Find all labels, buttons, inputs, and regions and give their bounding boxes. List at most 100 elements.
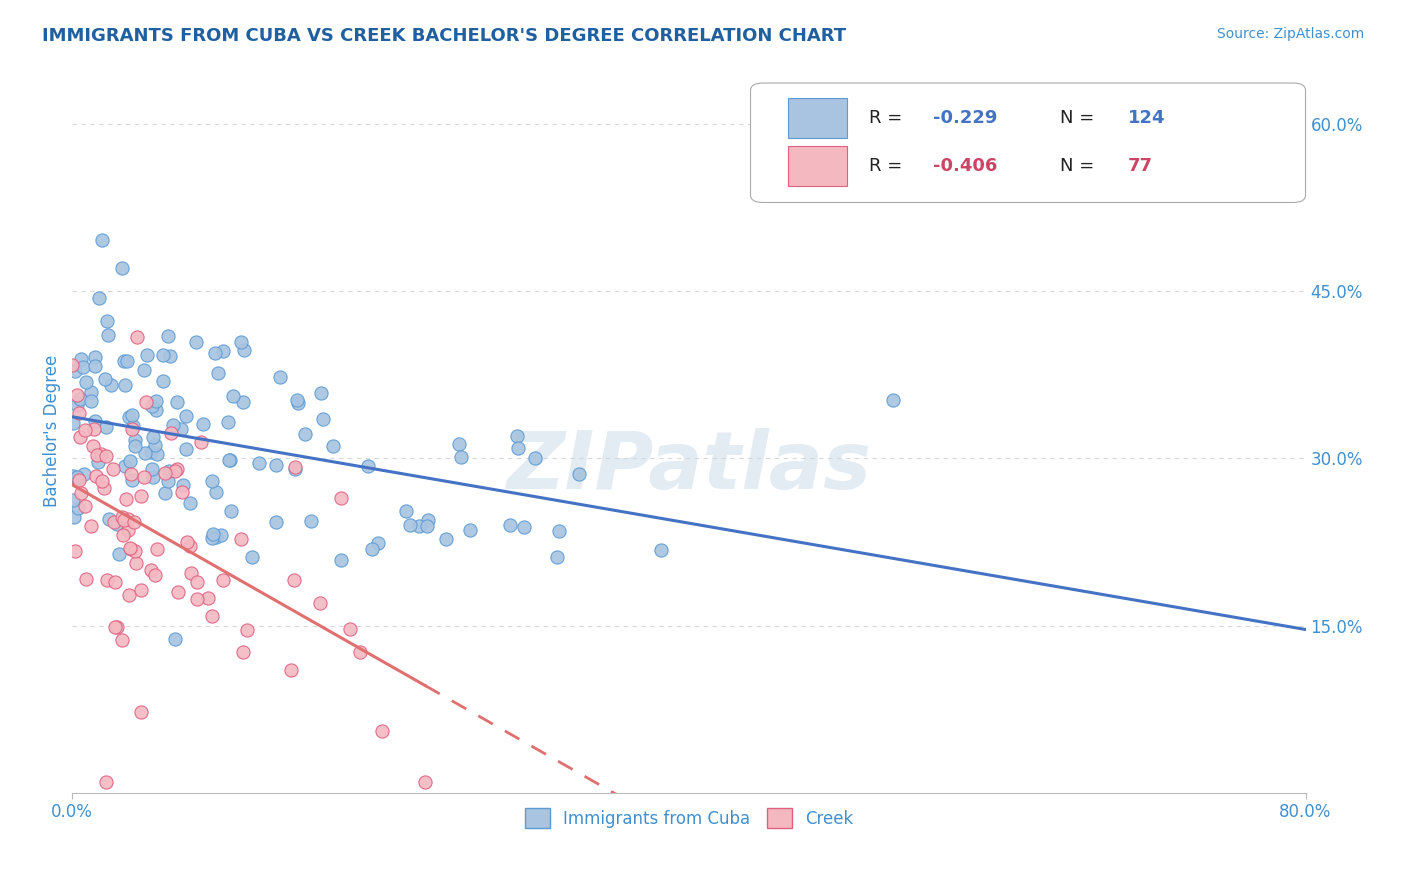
Point: [143, 568, 166, 582]
Point: [96, 449, 118, 463]
Point: [72, 360, 94, 375]
Point: [75, 500, 97, 514]
Point: [155, 467, 177, 481]
Point: [83, 359, 105, 373]
Point: [73, 467, 96, 481]
Point: [218, 453, 240, 467]
Point: [170, 422, 193, 436]
Point: [157, 464, 180, 478]
Point: [204, 531, 226, 545]
Point: [524, 450, 547, 465]
Point: [180, 566, 202, 581]
Point: [91, 233, 114, 247]
Point: [361, 541, 384, 556]
Point: [506, 429, 529, 443]
Point: [190, 434, 212, 449]
Point: [114, 377, 136, 392]
Point: [62, 493, 84, 508]
Point: [141, 430, 163, 444]
Point: [367, 535, 389, 549]
Point: [80, 393, 103, 408]
Point: [184, 335, 207, 350]
Point: [212, 343, 235, 358]
Point: [159, 349, 181, 363]
Point: [222, 389, 245, 403]
Point: [129, 489, 152, 503]
Point: [284, 462, 307, 476]
Point: [118, 409, 141, 424]
Point: [86, 448, 108, 462]
Point: [166, 395, 188, 409]
Point: [80, 384, 103, 399]
Point: [112, 513, 135, 527]
Point: [112, 354, 135, 368]
Point: [264, 458, 287, 472]
Point: [176, 534, 198, 549]
Point: [219, 453, 242, 467]
Point: [124, 544, 146, 558]
Text: ZIPatlas: ZIPatlas: [506, 428, 872, 506]
Point: [67, 473, 90, 487]
Point: [67, 406, 90, 420]
Point: [129, 583, 152, 598]
Point: [339, 622, 361, 636]
Point: [205, 484, 228, 499]
Text: IMMIGRANTS FROM CUBA VS CREEK BACHELOR'S DEGREE CORRELATION CHART: IMMIGRANTS FROM CUBA VS CREEK BACHELOR'S…: [42, 27, 846, 45]
Point: [399, 518, 422, 533]
Point: [117, 523, 139, 537]
Point: [283, 460, 305, 475]
Text: 77: 77: [1128, 157, 1153, 176]
Point: [69, 392, 91, 406]
Text: 124: 124: [1128, 109, 1166, 127]
Point: [232, 343, 254, 358]
Point: [108, 547, 131, 561]
Point: [143, 438, 166, 452]
Point: [162, 417, 184, 432]
Point: [513, 520, 536, 534]
Point: [240, 550, 263, 565]
Point: [219, 504, 242, 518]
Point: [103, 515, 125, 529]
Point: [96, 573, 118, 587]
Point: [114, 459, 136, 474]
Text: R =: R =: [869, 157, 908, 176]
Text: -0.229: -0.229: [934, 109, 997, 127]
Point: [202, 527, 225, 541]
Point: [79, 519, 101, 533]
Point: [197, 591, 219, 606]
Point: [204, 345, 226, 359]
Point: [450, 450, 472, 464]
Text: R =: R =: [869, 109, 908, 127]
Point: [134, 446, 156, 460]
Point: [139, 445, 162, 459]
Point: [70, 351, 93, 366]
Point: [141, 462, 163, 476]
Point: [174, 409, 197, 424]
Point: [122, 515, 145, 529]
Point: [114, 492, 136, 507]
Point: [83, 351, 105, 365]
Point: [499, 518, 522, 533]
Point: [172, 478, 194, 492]
Point: [287, 396, 309, 410]
Point: [105, 620, 128, 634]
Point: [83, 421, 105, 435]
Point: [186, 575, 208, 590]
Y-axis label: Bachelor's Degree: Bachelor's Degree: [44, 354, 60, 507]
Point: [157, 474, 180, 488]
Point: [283, 573, 305, 587]
Point: [568, 467, 591, 482]
Point: [211, 573, 233, 587]
Point: [117, 354, 139, 368]
Point: [209, 528, 232, 542]
Point: [94, 372, 117, 386]
Point: [280, 663, 302, 677]
Point: [229, 334, 252, 349]
Legend: Immigrants from Cuba, Creek: Immigrants from Cuba, Creek: [517, 801, 860, 835]
Point: [408, 519, 430, 533]
Point: [62, 469, 84, 483]
Point: [329, 553, 352, 567]
Point: [104, 575, 127, 590]
Point: [66, 388, 89, 402]
Point: [395, 504, 418, 518]
